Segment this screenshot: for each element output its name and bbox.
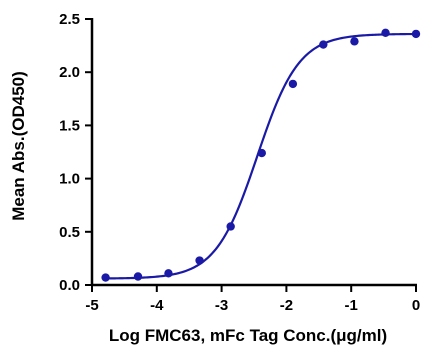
y-tick-label: 0.5 — [59, 224, 80, 241]
y-tick-label: 2.5 — [59, 11, 80, 28]
data-point — [319, 40, 327, 48]
data-point — [412, 30, 420, 38]
plot-area — [101, 29, 420, 282]
data-point — [350, 37, 358, 45]
x-axis-ticks: -5 -4 -3 -2 -1 0 — [85, 285, 420, 314]
data-point — [101, 273, 109, 281]
x-tick-label: 0 — [412, 297, 420, 314]
y-axis-ticks: 0.0 0.5 1.0 1.5 2.0 2.5 — [59, 11, 92, 294]
y-tick-label: 0.0 — [59, 277, 80, 294]
x-tick-label: -3 — [215, 297, 228, 314]
x-tick-label: -2 — [280, 297, 293, 314]
data-point — [134, 272, 142, 280]
x-tick-label: -4 — [150, 297, 164, 314]
data-point — [195, 256, 203, 264]
data-point — [258, 149, 266, 157]
x-tick-label: -1 — [345, 297, 358, 314]
y-tick-label: 1.0 — [59, 171, 80, 188]
data-point — [164, 269, 172, 277]
y-tick-label: 1.5 — [59, 117, 80, 134]
y-tick-label: 2.0 — [59, 64, 80, 81]
data-point — [289, 80, 297, 88]
x-axis-title: Log FMC63, mFc Tag Conc.(μg/ml) — [109, 326, 387, 345]
data-point — [381, 29, 389, 37]
y-axis-title: Mean Abs.(OD450) — [9, 71, 28, 221]
data-point — [226, 222, 234, 230]
x-tick-label: -5 — [85, 297, 98, 314]
